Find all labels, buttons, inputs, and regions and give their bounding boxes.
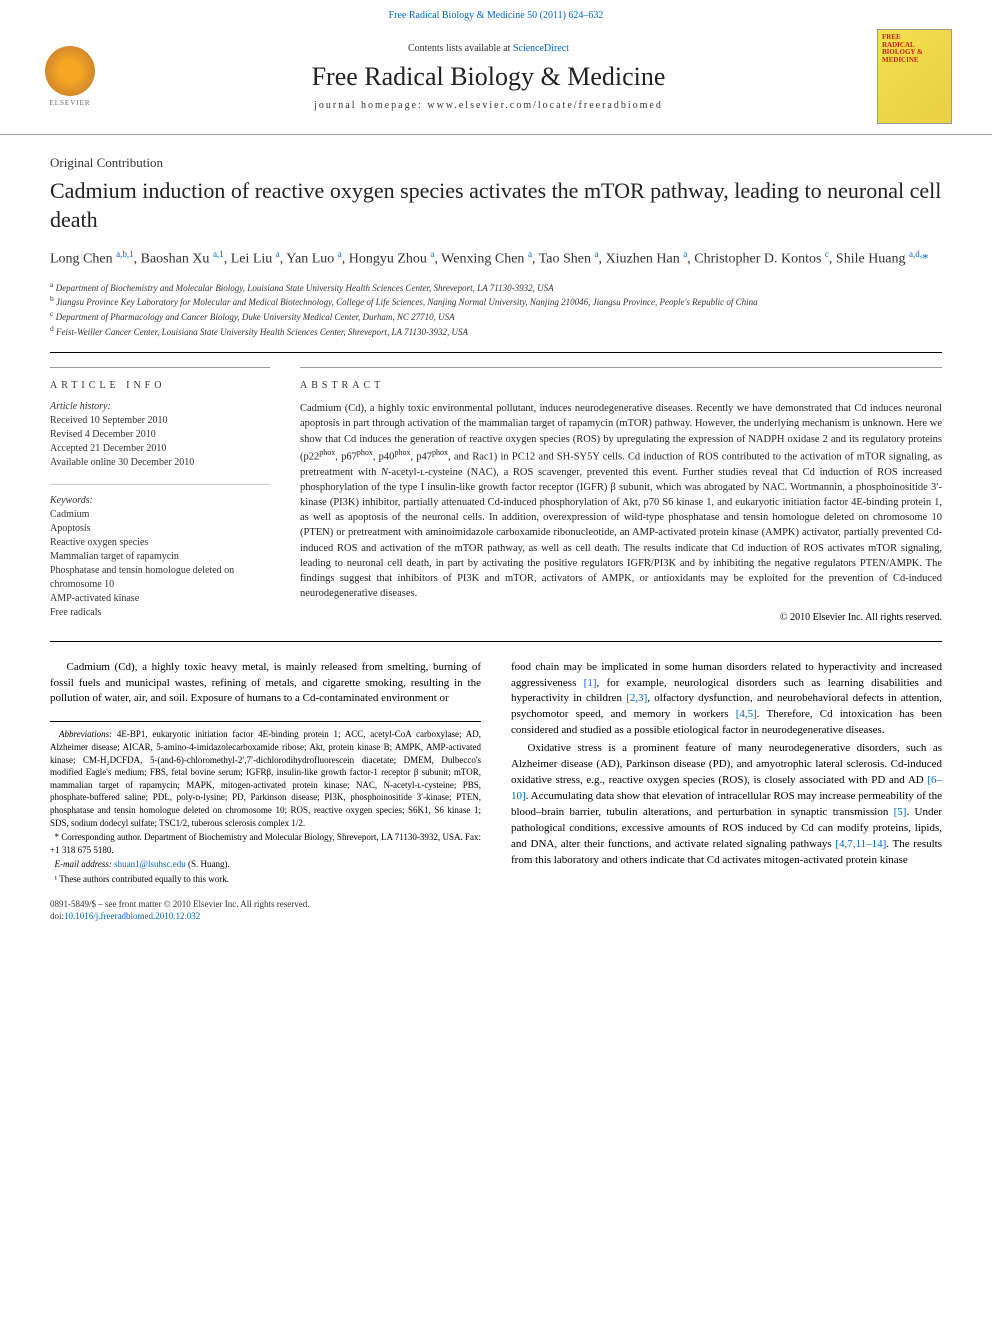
- keyword-line: Free radicals: [50, 606, 270, 620]
- affiliation-line: d Feist-Weiller Cancer Center, Louisiana…: [50, 324, 942, 339]
- abbrev-label: Abbreviations:: [59, 729, 112, 739]
- abstract-text: Cadmium (Cd), a highly toxic environment…: [300, 401, 942, 601]
- doi-line: doi:10.1016/j.freeradbiomed.2010.12.032: [50, 910, 481, 923]
- article-info-column: ARTICLE INFO Article history: Received 1…: [50, 367, 270, 622]
- info-abstract-row: ARTICLE INFO Article history: Received 1…: [50, 352, 942, 622]
- keyword-line: Phosphatase and tensin homologue deleted…: [50, 564, 270, 592]
- cover-line4: MEDICINE: [882, 57, 947, 65]
- elsevier-tree-icon: [45, 46, 95, 96]
- affiliation-line: a Department of Biochemistry and Molecul…: [50, 280, 942, 295]
- corresponding-author: * Corresponding author. Department of Bi…: [50, 831, 481, 856]
- keywords-label: Keywords:: [50, 495, 270, 506]
- front-matter-line: 0891-5849/$ – see front matter © 2010 El…: [50, 898, 481, 911]
- doi-pre: doi:: [50, 911, 64, 921]
- keyword-line: Reactive oxygen species: [50, 536, 270, 550]
- header-citation: Free Radical Biology & Medicine 50 (2011…: [0, 0, 992, 29]
- intro-p1: Cadmium (Cd), a highly toxic heavy metal…: [50, 660, 481, 708]
- contents-lists-line: Contents lists available at ScienceDirec…: [100, 43, 877, 54]
- r2b: . Accumulating data show that elevation …: [511, 790, 942, 818]
- affiliation-line: c Department of Pharmacology and Cancer …: [50, 309, 942, 324]
- ref-1[interactable]: [1]: [584, 677, 597, 689]
- abbreviations-footnote: Abbreviations: 4E-BP1, eukaryotic initia…: [50, 728, 481, 829]
- history-label: Article history:: [50, 401, 270, 412]
- body-left-column: Cadmium (Cd), a highly toxic heavy metal…: [50, 660, 481, 923]
- body-right-column: food chain may be implicated in some hum…: [511, 660, 942, 923]
- article-title: Cadmium induction of reactive oxygen spe…: [50, 177, 942, 234]
- history-line: Available online 30 December 2010: [50, 456, 270, 470]
- sciencedirect-link[interactable]: ScienceDirect: [513, 43, 569, 54]
- keyword-line: AMP-activated kinase: [50, 592, 270, 606]
- intro-p2: Oxidative stress is a prominent feature …: [511, 741, 942, 869]
- journal-cover-thumb: FREE RADICAL BIOLOGY & MEDICINE: [877, 29, 952, 124]
- email-line: E-mail address: shuan1@lsuhsc.edu (S. Hu…: [50, 858, 481, 871]
- abstract-copyright: © 2010 Elsevier Inc. All rights reserved…: [300, 612, 942, 623]
- ref-5b[interactable]: [5]: [894, 806, 907, 818]
- abstract-head: ABSTRACT: [300, 380, 942, 391]
- history-lines: Received 10 September 2010Revised 4 Dece…: [50, 414, 270, 470]
- r2a: Oxidative stress is a prominent feature …: [511, 742, 942, 786]
- keyword-line: Cadmium: [50, 508, 270, 522]
- contents-pre: Contents lists available at: [408, 43, 513, 54]
- ref-2-3[interactable]: [2,3]: [626, 692, 647, 704]
- article-info-head: ARTICLE INFO: [50, 380, 270, 391]
- keyword-line: Mammalian target of rapamycin: [50, 550, 270, 564]
- keyword-line: Apoptosis: [50, 522, 270, 536]
- homepage-pre: journal homepage:: [314, 100, 427, 111]
- history-line: Revised 4 December 2010: [50, 428, 270, 442]
- authors-list: Long Chen a,b,1, Baoshan Xu a,1, Lei Liu…: [50, 248, 942, 270]
- email-label: E-mail address:: [55, 859, 112, 869]
- history-line: Received 10 September 2010: [50, 414, 270, 428]
- body-two-column: Cadmium (Cd), a highly toxic heavy metal…: [50, 660, 942, 923]
- abstract-column: ABSTRACT Cadmium (Cd), a highly toxic en…: [300, 367, 942, 622]
- contribution-type: Original Contribution: [50, 155, 942, 171]
- homepage-url: www.elsevier.com/locate/freeradbiomed: [427, 100, 663, 111]
- journal-title: Free Radical Biology & Medicine: [100, 62, 877, 92]
- doi-link[interactable]: 10.1016/j.freeradbiomed.2010.12.032: [64, 911, 200, 921]
- email-link[interactable]: shuan1@lsuhsc.edu: [114, 859, 186, 869]
- footnotes-block: Abbreviations: 4E-BP1, eukaryotic initia…: [50, 721, 481, 885]
- imprint-block: 0891-5849/$ – see front matter © 2010 El…: [50, 898, 481, 923]
- affiliations: a Department of Biochemistry and Molecul…: [50, 280, 942, 338]
- keywords-block: Keywords: CadmiumApoptosisReactive oxyge…: [50, 484, 270, 620]
- citation-link[interactable]: Free Radical Biology & Medicine 50 (2011…: [389, 10, 604, 21]
- journal-homepage: journal homepage: www.elsevier.com/locat…: [100, 100, 877, 111]
- email-suffix: (S. Huang).: [186, 859, 230, 869]
- equal-contrib: ¹ These authors contributed equally to t…: [50, 873, 481, 886]
- elsevier-name: ELSEVIER: [49, 99, 90, 107]
- ref-4-7-11-14[interactable]: [4,7,11–14]: [835, 838, 886, 850]
- elsevier-logo: ELSEVIER: [40, 42, 100, 112]
- intro-p1-cont: food chain may be implicated in some hum…: [511, 660, 942, 740]
- journal-banner: ELSEVIER Contents lists available at Sci…: [0, 29, 992, 135]
- affiliation-line: b Jiangsu Province Key Laboratory for Mo…: [50, 294, 942, 309]
- article-body: Original Contribution Cadmium induction …: [0, 135, 992, 953]
- banner-center: Contents lists available at ScienceDirec…: [100, 43, 877, 111]
- ref-4-5[interactable]: [4,5]: [736, 708, 757, 720]
- abbrev-text: 4E-BP1, eukaryotic initiation factor 4E-…: [50, 729, 481, 827]
- history-line: Accepted 21 December 2010: [50, 442, 270, 456]
- keyword-lines: CadmiumApoptosisReactive oxygen speciesM…: [50, 508, 270, 620]
- section-rule: [50, 641, 942, 642]
